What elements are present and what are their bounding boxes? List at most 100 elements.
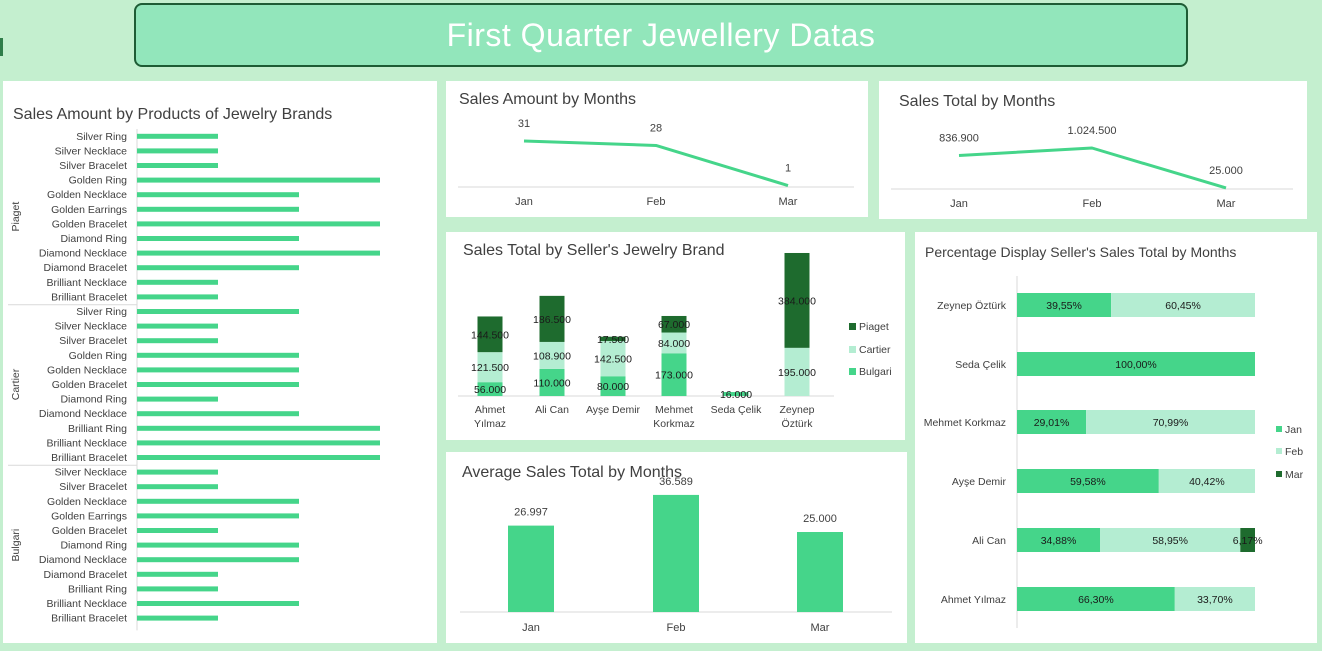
- product-bar: [137, 571, 218, 577]
- seller-bar-segment: [661, 315, 687, 333]
- seller-data-label: 142.500: [594, 354, 632, 366]
- seller-legend-swatch: [849, 346, 856, 353]
- product-bar: [137, 528, 218, 533]
- product-label: Brilliant Ring: [68, 583, 127, 595]
- line-data-label: 1.024.500: [1068, 125, 1117, 137]
- product-label: Golden Bracelet: [52, 218, 127, 230]
- percent-legend-swatch: [1276, 471, 1282, 477]
- seller-data-label: 144.500: [471, 329, 509, 341]
- product-label: Diamond Ring: [60, 540, 127, 552]
- product-label: Diamond Necklace: [39, 408, 127, 420]
- percent-data-label: 29,01%: [1034, 417, 1070, 429]
- dashboard-title: First Quarter Jewellery Datas: [446, 16, 876, 53]
- seller-data-label: 17.500: [597, 334, 629, 346]
- product-label: Golden Earrings: [51, 510, 127, 522]
- percent-category-label: Zeynep Öztürk: [937, 300, 1007, 312]
- seller-data-label: 108.900: [533, 350, 571, 362]
- seller-category-label: Ali Can: [535, 404, 569, 416]
- percent-legend-label: Jan: [1285, 424, 1302, 436]
- percentage-panel: Percentage Display Seller's Sales Total …: [915, 232, 1317, 643]
- percent-category-label: Mehmet Korkmaz: [924, 417, 1006, 429]
- seller-bar-segment: [477, 352, 503, 383]
- seller-data-label: 16.000: [720, 389, 752, 401]
- average-month-label: Feb: [667, 622, 686, 634]
- seller-category-label: Zeynep: [779, 404, 814, 416]
- percent-category-label: Ali Can: [972, 535, 1006, 547]
- seller-bar-segment: [784, 252, 810, 348]
- seller-brand-title: Sales Total by Seller's Jewelry Brand: [463, 242, 725, 259]
- product-label: Brilliant Bracelet: [51, 613, 127, 625]
- percent-category-label: Seda Çelik: [955, 359, 1007, 371]
- month-tick-label: Jan: [515, 196, 533, 208]
- product-label: Silver Bracelet: [59, 481, 127, 493]
- product-bar: [137, 148, 218, 154]
- seller-category-label: Ayşe Demir: [586, 404, 641, 416]
- amount-months-chart: Jan 31 Feb 28 Mar 1: [458, 118, 854, 208]
- percent-legend-label: Mar: [1285, 469, 1304, 481]
- product-label: Brilliant Necklace: [46, 598, 127, 610]
- percent-bar-segment: [1017, 587, 1175, 611]
- products-chart-title: Sales Amount by Products of Jewelry Bran…: [13, 106, 333, 123]
- product-bar: [137, 265, 299, 271]
- percent-data-label: 66,30%: [1078, 594, 1114, 606]
- product-label: Silver Ring: [76, 306, 127, 318]
- average-data-label: 36.589: [659, 476, 693, 488]
- seller-category-label: Seda Çelik: [711, 404, 763, 416]
- percent-category-label: Ayşe Demir: [952, 476, 1007, 488]
- product-label: Silver Ring: [76, 131, 127, 143]
- seller-legend-label: Piaget: [859, 321, 889, 333]
- brand-group-label: Bulgari: [10, 529, 22, 562]
- line-data-label: 31: [518, 118, 530, 130]
- product-bar: [137, 440, 380, 446]
- seller-data-label: 110.000: [533, 377, 570, 389]
- percent-bar-segment: [1086, 410, 1255, 434]
- product-bar: [137, 309, 299, 314]
- average-bar: [797, 532, 843, 612]
- percent-bar-segment: [1240, 528, 1255, 552]
- product-bar: [137, 542, 299, 548]
- product-bar: [137, 469, 218, 475]
- seller-data-label: 84.000: [658, 338, 690, 350]
- product-label: Diamond Necklace: [39, 248, 127, 260]
- average-month-label: Mar: [811, 622, 830, 634]
- seller-category-label: Ahmet: [475, 404, 505, 416]
- dashboard-banner: First Quarter Jewellery Datas: [134, 3, 1188, 67]
- product-bar: [137, 484, 218, 490]
- average-bar: [508, 525, 554, 612]
- percent-data-label: 70,99%: [1153, 417, 1189, 429]
- average-data-label: 26.997: [514, 507, 548, 519]
- percent-bar-segment: [1174, 587, 1255, 611]
- percent-data-label: 100,00%: [1115, 359, 1156, 371]
- product-bar: [137, 601, 299, 606]
- percent-data-label: 58,95%: [1152, 535, 1188, 547]
- product-bar: [137, 455, 380, 460]
- product-label: Brilliant Necklace: [46, 437, 127, 449]
- product-bar: [137, 352, 299, 358]
- average-months-panel: Average Sales Total by Months 26.997 Jan 3…: [446, 452, 907, 643]
- seller-legend-label: Cartier: [859, 344, 891, 356]
- seller-bar-segment: [600, 376, 626, 396]
- product-bar: [137, 411, 299, 417]
- product-bar: [137, 279, 218, 285]
- brand-group-label: Piaget: [10, 202, 22, 232]
- seller-bar-segment: [661, 332, 687, 354]
- line-series: [523, 139, 789, 187]
- product-bar: [137, 513, 299, 519]
- average-months-chart: 26.997 Jan 36.589 Feb 25.000 Mar: [460, 476, 892, 634]
- product-bar: [137, 294, 218, 300]
- percent-bar-segment: [1017, 410, 1087, 434]
- seller-bar-segment: [600, 336, 626, 342]
- seller-bar-segment: [784, 347, 810, 396]
- seller-brand-panel: Sales Total by Seller's Jewelry Brand 56…: [446, 232, 905, 440]
- line-data-label: 25.000: [1209, 165, 1243, 177]
- percent-data-label: 39,55%: [1046, 300, 1082, 312]
- average-months-title: Average Sales Total by Months: [462, 464, 682, 481]
- seller-data-label: 67.000: [658, 319, 690, 331]
- product-label: Golden Bracelet: [52, 525, 127, 537]
- seller-bar-segment: [539, 368, 565, 396]
- product-label: Brilliant Bracelet: [51, 291, 127, 303]
- seller-bar-segment: [477, 316, 503, 353]
- seller-legend-swatch: [849, 323, 856, 330]
- percent-bar-segment: [1111, 293, 1255, 317]
- percent-data-label: 33,70%: [1197, 594, 1233, 606]
